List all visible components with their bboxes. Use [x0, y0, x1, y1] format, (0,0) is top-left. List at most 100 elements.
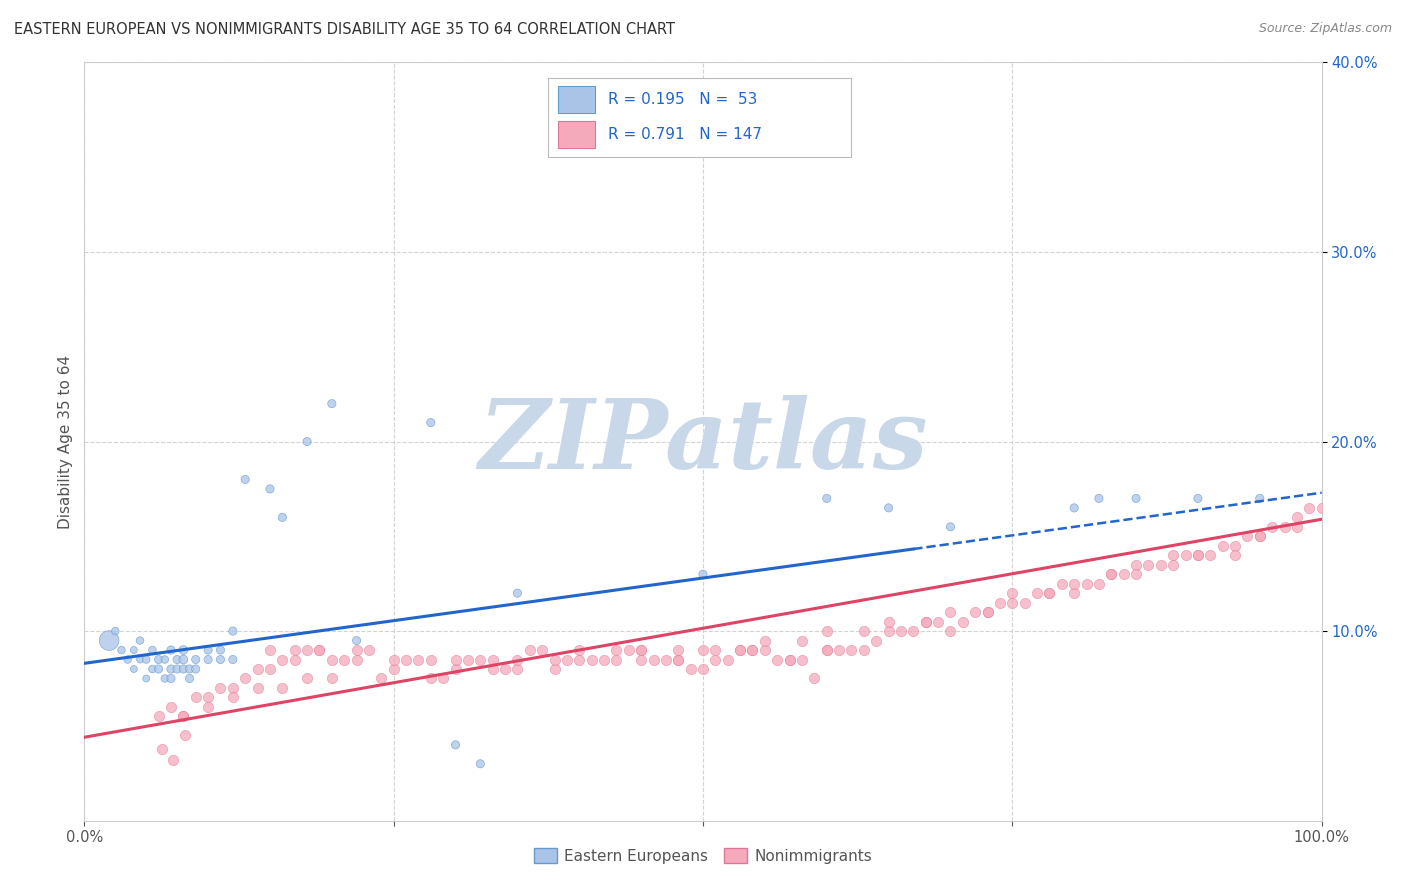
- Point: [519, 643, 541, 657]
- Point: [704, 643, 727, 657]
- Point: [382, 662, 405, 676]
- Point: [209, 652, 232, 666]
- Point: [148, 662, 170, 676]
- Point: [271, 652, 294, 666]
- Point: [617, 643, 640, 657]
- Point: [1063, 576, 1085, 591]
- Point: [531, 643, 554, 657]
- Point: [259, 662, 281, 676]
- Point: [222, 690, 245, 705]
- Point: [179, 662, 201, 676]
- Point: [988, 596, 1011, 610]
- Point: [209, 681, 232, 695]
- Text: ZIPatlas: ZIPatlas: [478, 394, 928, 489]
- Text: R = 0.791   N = 147: R = 0.791 N = 147: [607, 127, 762, 142]
- Point: [141, 662, 163, 676]
- Point: [939, 624, 962, 639]
- Point: [1212, 539, 1234, 553]
- Point: [1099, 567, 1122, 582]
- Point: [593, 652, 616, 666]
- Point: [790, 633, 813, 648]
- Point: [815, 624, 838, 639]
- Point: [494, 662, 516, 676]
- Point: [1076, 576, 1098, 591]
- Point: [704, 652, 727, 666]
- Point: [259, 643, 281, 657]
- Point: [581, 652, 603, 666]
- Point: [1026, 586, 1049, 600]
- Point: [1099, 567, 1122, 582]
- Point: [333, 652, 356, 666]
- FancyBboxPatch shape: [558, 120, 595, 148]
- Point: [246, 681, 269, 695]
- Point: [914, 615, 936, 629]
- Point: [754, 643, 776, 657]
- Point: [903, 624, 925, 639]
- Point: [841, 643, 863, 657]
- Point: [828, 643, 851, 657]
- Point: [976, 605, 998, 619]
- Point: [150, 741, 173, 756]
- Point: [754, 633, 776, 648]
- Point: [197, 643, 219, 657]
- Point: [1112, 567, 1135, 582]
- Point: [419, 672, 441, 686]
- Point: [162, 753, 184, 767]
- Point: [543, 662, 565, 676]
- Point: [741, 643, 763, 657]
- Point: [222, 681, 245, 695]
- Point: [1161, 558, 1184, 572]
- Point: [481, 652, 503, 666]
- Point: [815, 491, 838, 506]
- Point: [179, 672, 201, 686]
- Point: [419, 652, 441, 666]
- Point: [444, 662, 467, 676]
- Point: [815, 643, 838, 657]
- Point: [655, 652, 678, 666]
- Point: [630, 643, 652, 657]
- Point: [692, 567, 714, 582]
- Point: [630, 643, 652, 657]
- Point: [1038, 586, 1060, 600]
- Point: [543, 652, 565, 666]
- Point: [643, 652, 665, 666]
- Point: [890, 624, 912, 639]
- Point: [568, 652, 591, 666]
- Point: [444, 738, 467, 752]
- Point: [1063, 586, 1085, 600]
- Point: [222, 624, 245, 639]
- Point: [815, 643, 838, 657]
- Point: [197, 652, 219, 666]
- Point: [357, 643, 380, 657]
- Point: [877, 500, 900, 515]
- Text: R = 0.195   N =  53: R = 0.195 N = 53: [607, 92, 756, 107]
- Point: [470, 652, 492, 666]
- Point: [790, 652, 813, 666]
- Point: [295, 643, 318, 657]
- Point: [470, 756, 492, 771]
- Point: [141, 643, 163, 657]
- Point: [1261, 520, 1284, 534]
- Point: [1285, 520, 1308, 534]
- Point: [1249, 529, 1271, 543]
- Point: [1249, 529, 1271, 543]
- Point: [741, 643, 763, 657]
- Point: [605, 643, 627, 657]
- Point: [382, 652, 405, 666]
- Point: [172, 662, 194, 676]
- Point: [321, 672, 343, 686]
- Point: [877, 624, 900, 639]
- Point: [284, 643, 307, 657]
- Point: [679, 662, 702, 676]
- Point: [666, 643, 689, 657]
- Point: [965, 605, 987, 619]
- Point: [166, 652, 188, 666]
- Point: [166, 662, 188, 676]
- Point: [803, 672, 825, 686]
- Point: [717, 652, 740, 666]
- Point: [1298, 500, 1320, 515]
- Point: [939, 605, 962, 619]
- Point: [172, 709, 194, 723]
- Point: [605, 652, 627, 666]
- Point: [506, 586, 529, 600]
